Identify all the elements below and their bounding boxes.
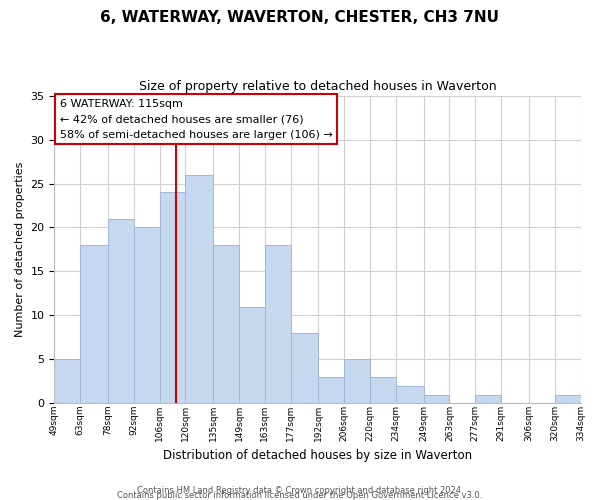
Bar [554,394,581,404]
X-axis label: Distribution of detached houses by size in Waverton: Distribution of detached houses by size … [163,450,472,462]
Text: Contains HM Land Registry data © Crown copyright and database right 2024.: Contains HM Land Registry data © Crown c… [137,486,463,495]
Bar [424,394,449,404]
Bar [319,377,344,404]
Bar [370,377,396,404]
Y-axis label: Number of detached properties: Number of detached properties [15,162,25,337]
Text: 6, WATERWAY, WAVERTON, CHESTER, CH3 7NU: 6, WATERWAY, WAVERTON, CHESTER, CH3 7NU [101,10,499,25]
Text: Contains public sector information licensed under the Open Government Licence v3: Contains public sector information licen… [118,491,482,500]
Title: Size of property relative to detached houses in Waverton: Size of property relative to detached ho… [139,80,496,93]
Bar [239,306,265,404]
Bar [80,245,108,404]
Bar [396,386,424,404]
Bar [344,360,370,404]
Bar [185,174,213,404]
Bar [134,228,160,404]
Text: 6 WATERWAY: 115sqm
← 42% of detached houses are smaller (76)
58% of semi-detache: 6 WATERWAY: 115sqm ← 42% of detached hou… [59,98,332,140]
Bar [290,333,319,404]
Bar [475,394,501,404]
Bar [213,245,239,404]
Bar [160,192,185,404]
Bar [55,360,80,404]
Bar [265,245,290,404]
Bar [108,218,134,404]
